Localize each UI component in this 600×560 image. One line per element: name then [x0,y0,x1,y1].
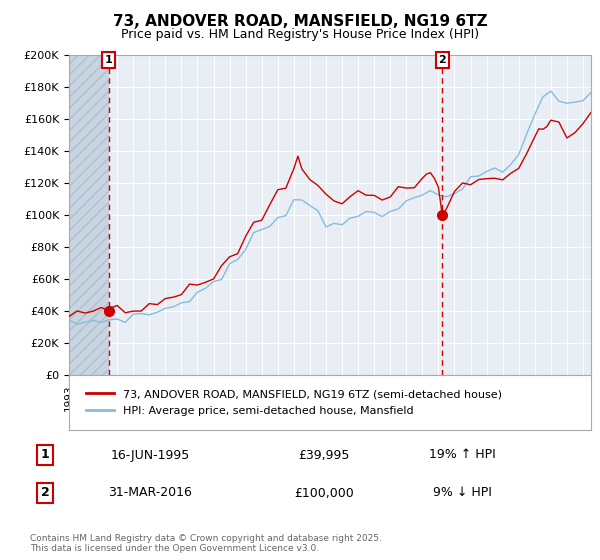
Text: 31-MAR-2016: 31-MAR-2016 [108,487,192,500]
Text: 9% ↓ HPI: 9% ↓ HPI [433,487,491,500]
Text: Price paid vs. HM Land Registry's House Price Index (HPI): Price paid vs. HM Land Registry's House … [121,28,479,41]
Text: 16-JUN-1995: 16-JUN-1995 [110,449,190,461]
Text: 73, ANDOVER ROAD, MANSFIELD, NG19 6TZ: 73, ANDOVER ROAD, MANSFIELD, NG19 6TZ [113,14,487,29]
Text: £39,995: £39,995 [298,449,350,461]
Text: 1: 1 [104,55,112,65]
Bar [69,55,109,375]
Text: 1: 1 [41,449,49,461]
Text: 2: 2 [439,55,446,65]
Text: 2: 2 [41,487,49,500]
Text: Contains HM Land Registry data © Crown copyright and database right 2025.
This d: Contains HM Land Registry data © Crown c… [30,534,382,553]
Legend: 73, ANDOVER ROAD, MANSFIELD, NG19 6TZ (semi-detached house), HPI: Average price,: 73, ANDOVER ROAD, MANSFIELD, NG19 6TZ (s… [80,382,509,422]
Text: £100,000: £100,000 [294,487,354,500]
Text: 19% ↑ HPI: 19% ↑ HPI [428,449,496,461]
